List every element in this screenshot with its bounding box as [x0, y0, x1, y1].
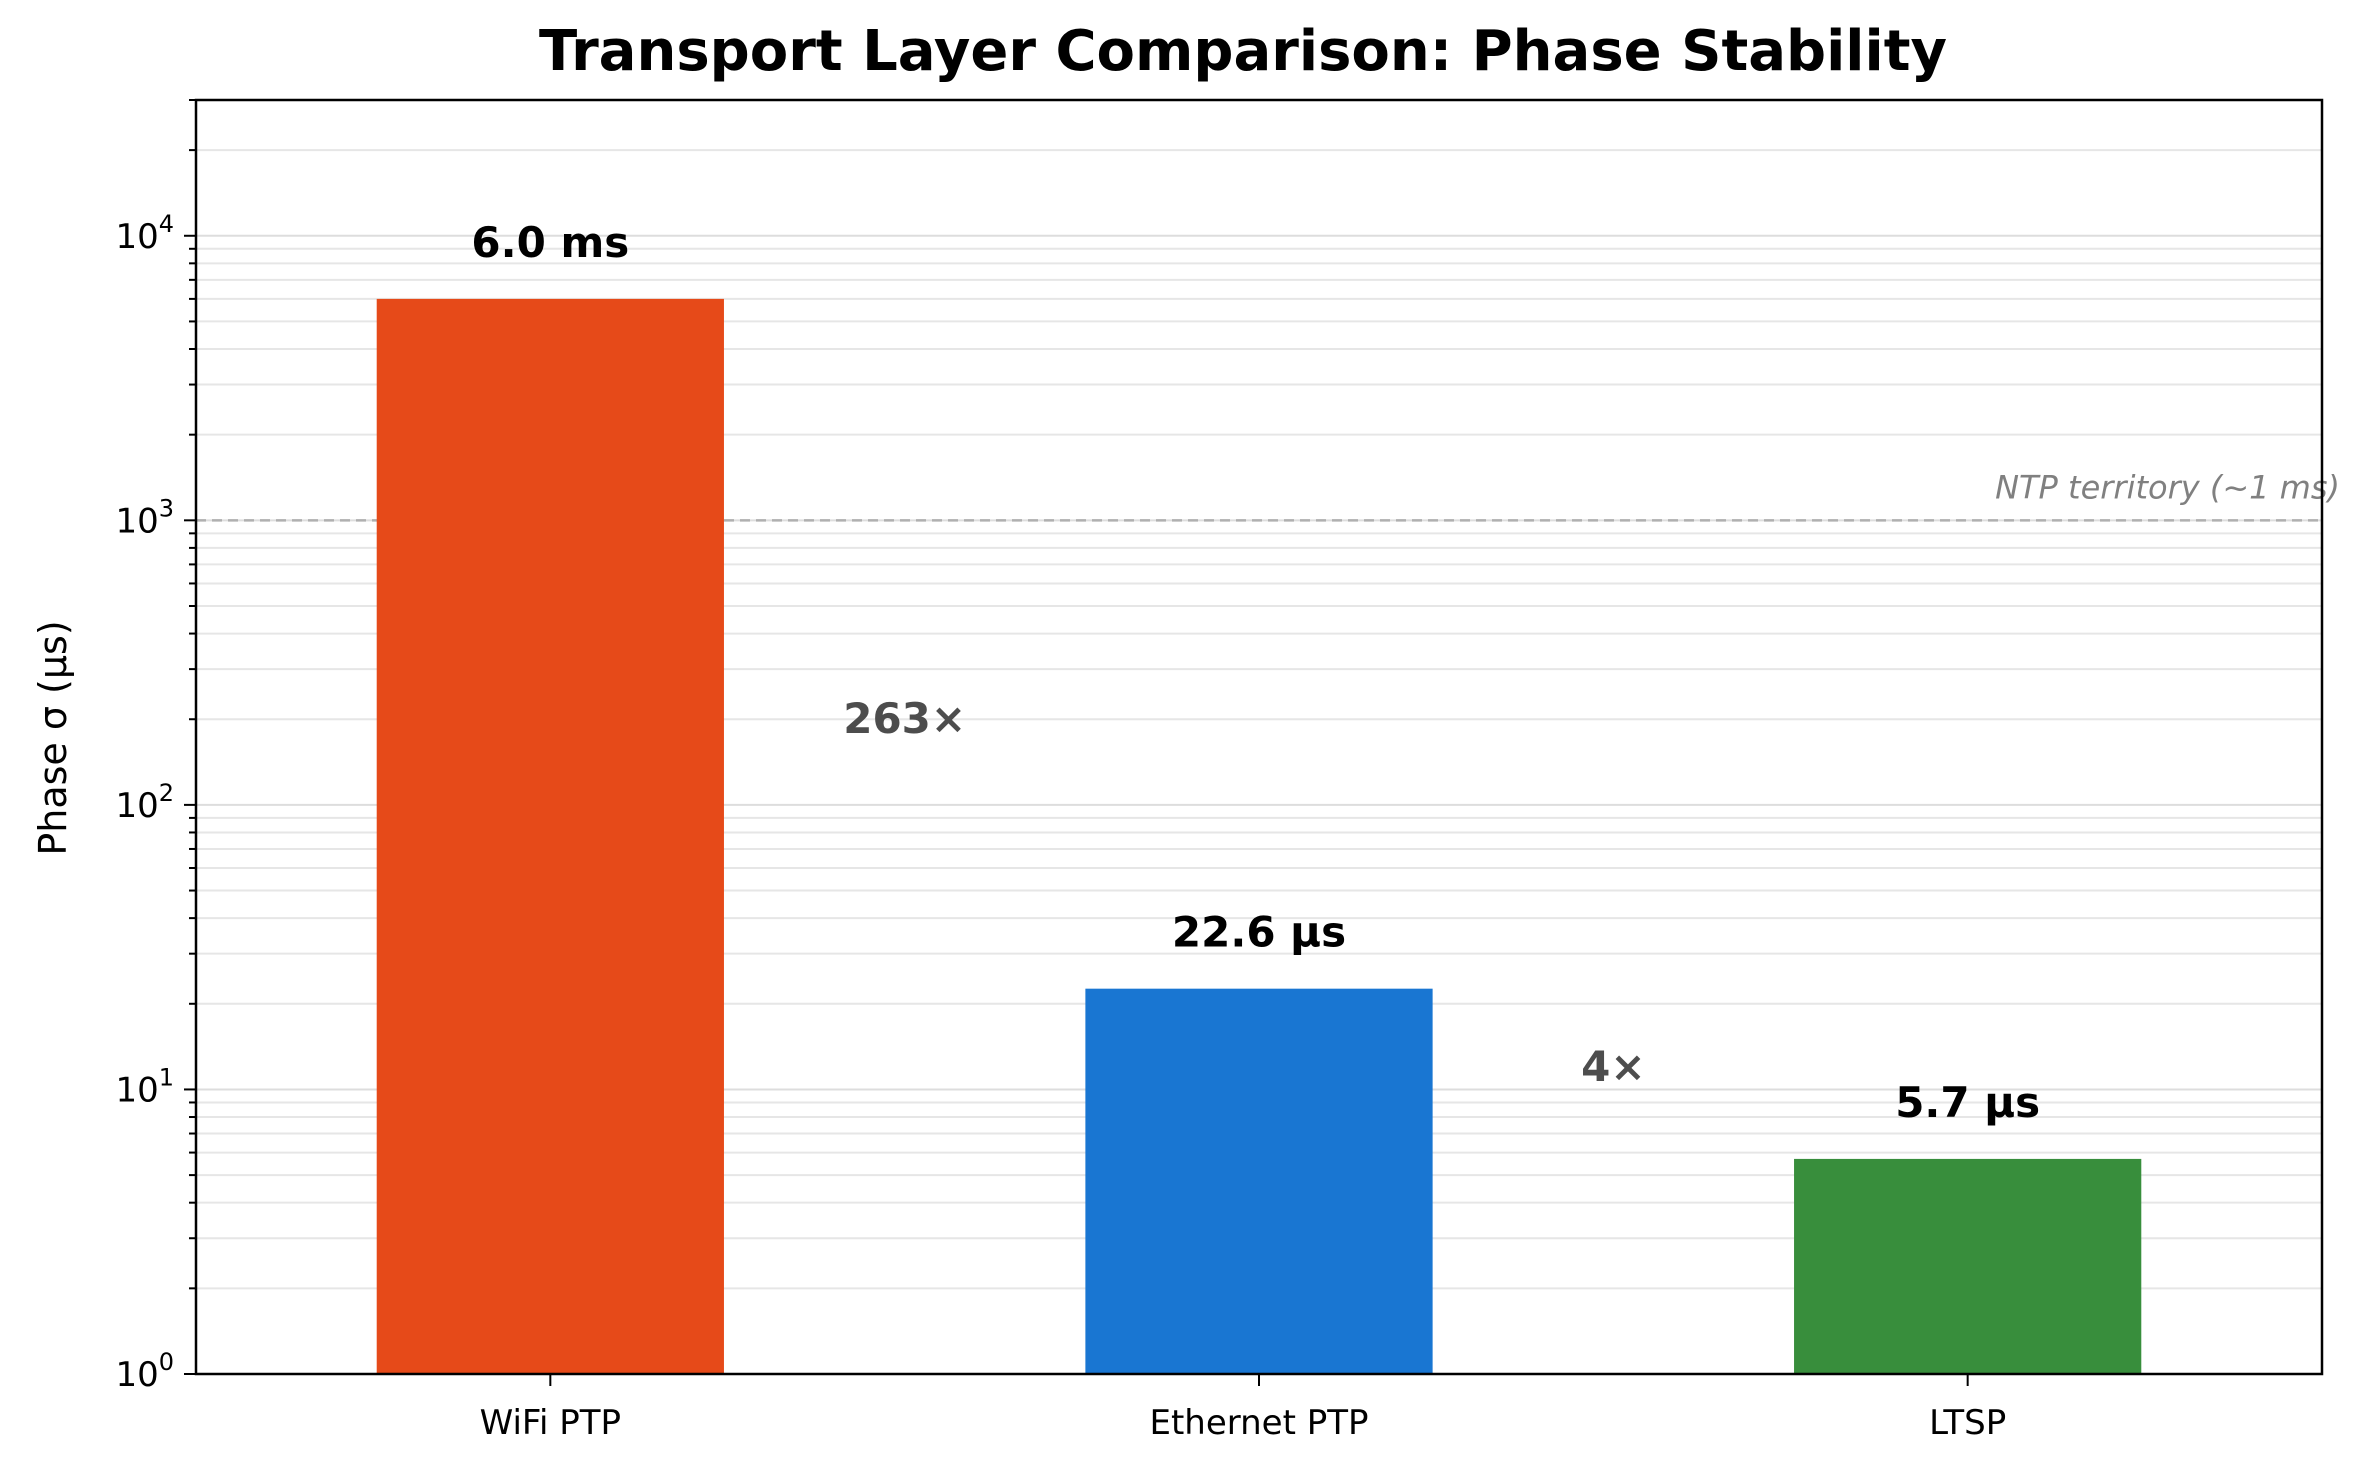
y-axis-ticks: 100 101 102 103 104 [115, 99, 196, 1395]
ratio-annotations: 263× 4× [843, 694, 1645, 1091]
y-axis-label: Phase σ (µs) [31, 620, 75, 855]
bar-wifi-ptp [376, 298, 724, 1374]
bar-ltsp [1794, 1158, 2142, 1374]
y-tick-label: 100 [115, 1348, 174, 1395]
bar-value-label: 22.6 µs [1172, 908, 1346, 957]
x-tick-label: Ethernet PTP [1149, 1403, 1368, 1443]
y-tick-label: 104 [115, 210, 174, 257]
x-tick-label: WiFi PTP [480, 1403, 621, 1443]
ratio-annotation: 4× [1581, 1042, 1645, 1091]
chart-title: Transport Layer Comparison: Phase Stabil… [539, 19, 1947, 84]
bar-value-label: 6.0 ms [471, 218, 629, 267]
y-tick-label: 103 [115, 494, 174, 541]
ratio-annotation: 263× [843, 694, 966, 743]
bars [376, 298, 2142, 1374]
y-tick-label: 101 [115, 1063, 174, 1110]
y-tick-label: 102 [115, 779, 174, 826]
reference-line-label: NTP territory (~1 ms) [1995, 468, 2340, 506]
bar-value-label: 5.7 µs [1895, 1078, 2040, 1127]
x-tick-label: LTSP [1929, 1403, 2006, 1443]
bar-ethernet-ptp [1085, 988, 1433, 1374]
x-axis-ticks: WiFi PTP Ethernet PTP LTSP [480, 1374, 2006, 1443]
bar-value-labels: 6.0 ms 22.6 µs 5.7 µs [471, 218, 2040, 1127]
